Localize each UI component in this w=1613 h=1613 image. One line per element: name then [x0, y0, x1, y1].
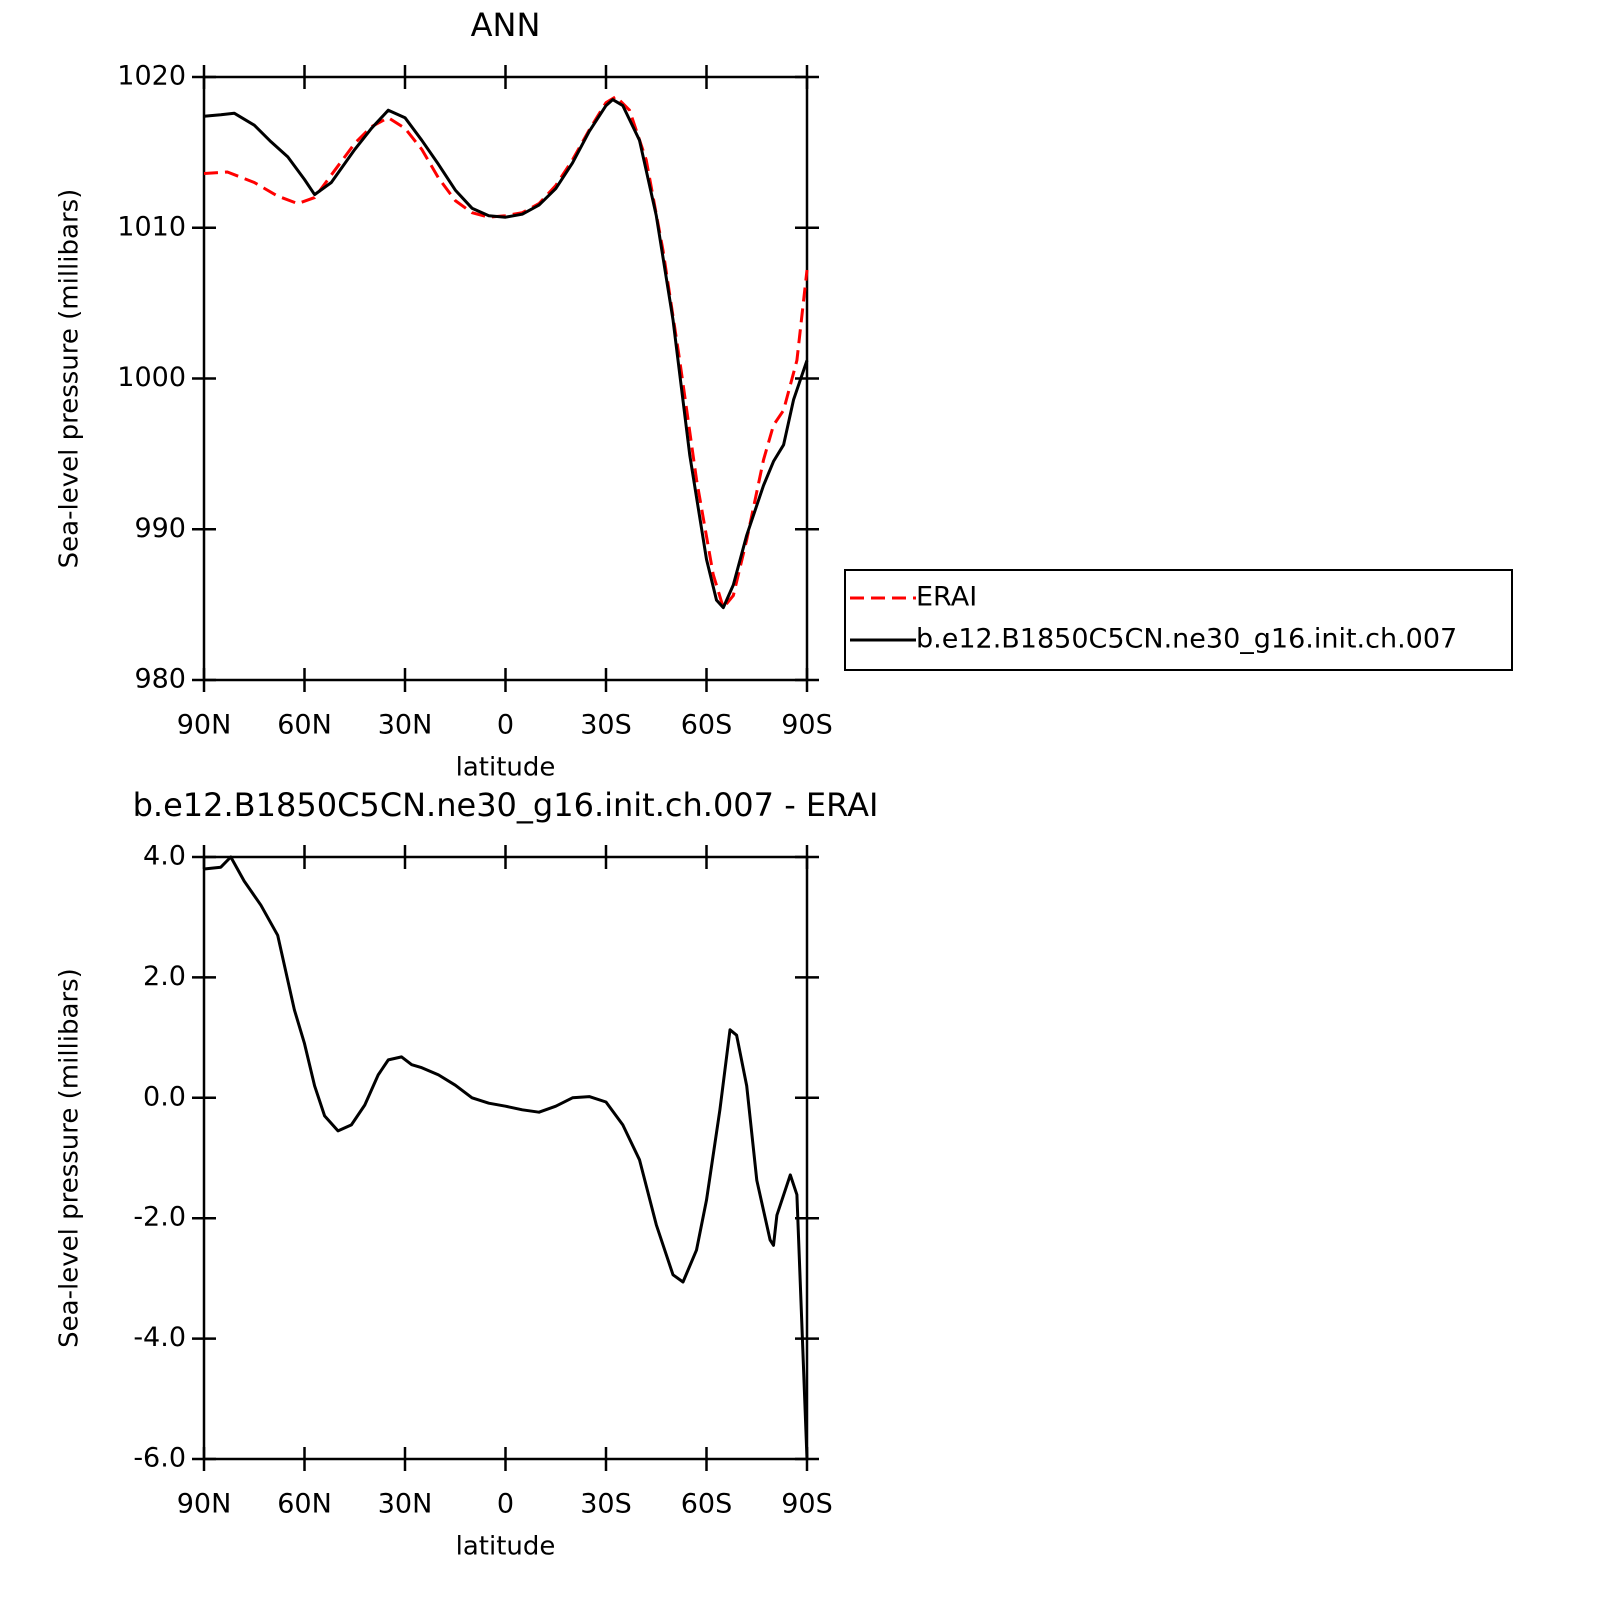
chart-title: b.e12.B1850C5CN.ne30_g16.init.ch.007 - E…	[133, 786, 879, 824]
y-tick-label: 1020	[117, 61, 186, 92]
x-axis-label: latitude	[456, 1532, 556, 1562]
x-tick-label: 90N	[177, 710, 232, 741]
legend-box	[844, 569, 1513, 671]
legend: ERAI b.e12.B1850C5CN.ne30_g16.init.ch.007	[844, 569, 1513, 671]
y-tick-label: 0.0	[143, 1081, 186, 1112]
x-tick-label: 30S	[580, 1489, 632, 1520]
x-tick-label: 30N	[378, 1489, 433, 1520]
x-tick-label: 90N	[177, 1489, 232, 1520]
x-tick-label: 60S	[681, 710, 733, 741]
data-line	[203, 855, 809, 1460]
x-tick-label: 60S	[681, 1489, 733, 1520]
y-axis-label: Sea-level pressure (millibars)	[55, 968, 85, 1348]
y-tick-label: -2.0	[133, 1202, 186, 1233]
y-tick-label: 1000	[117, 362, 186, 393]
plot-frame	[202, 855, 809, 1461]
chart-title: ANN	[471, 6, 541, 44]
y-tick-label: -6.0	[133, 1443, 186, 1474]
x-tick-label: 30S	[580, 710, 632, 741]
x-tick-label: 30N	[378, 710, 433, 741]
x-tick-label: 90S	[781, 1489, 833, 1520]
x-tick-label: 60N	[277, 710, 332, 741]
data-line	[203, 95, 809, 610]
y-tick-label: 4.0	[143, 841, 186, 872]
x-tick-label: 90S	[781, 710, 833, 741]
x-axis-label: latitude	[456, 753, 556, 783]
legend-label: b.e12.B1850C5CN.ne30_g16.init.ch.007	[916, 624, 1457, 655]
x-tick-label: 0	[497, 710, 514, 741]
y-tick-label: 1010	[117, 211, 186, 242]
legend-label: ERAI	[916, 582, 977, 613]
y-tick-label: 990	[134, 513, 186, 544]
x-tick-label: 60N	[277, 1489, 332, 1520]
y-axis-label: Sea-level pressure (millibars)	[55, 189, 85, 569]
y-tick-label: 2.0	[143, 961, 186, 992]
data-line	[203, 98, 809, 610]
y-tick-label: -4.0	[133, 1322, 186, 1353]
y-tick-label: 980	[134, 664, 186, 695]
x-tick-label: 0	[497, 1489, 514, 1520]
